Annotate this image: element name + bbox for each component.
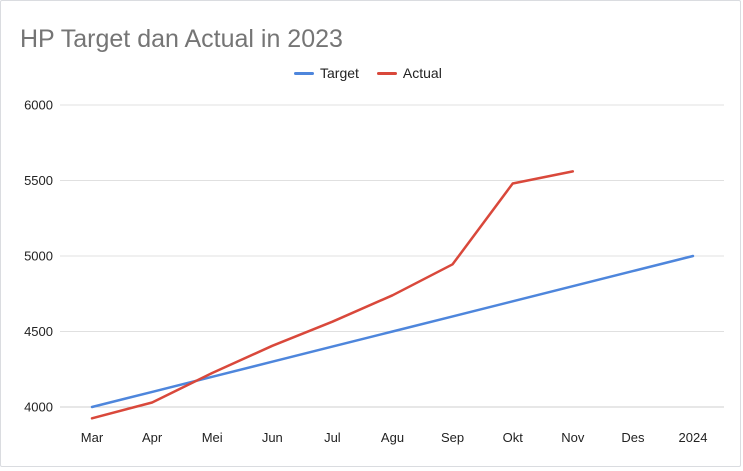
x-tick-label: 2024 [679, 430, 708, 445]
y-tick-label: 5500 [24, 173, 53, 188]
legend-label-actual: Actual [402, 65, 442, 81]
y-tick-label: 6000 [24, 98, 53, 113]
x-tick-label: Jun [262, 430, 283, 445]
legend-item-actual[interactable]: Actual [376, 65, 442, 81]
legend-swatch-target [294, 71, 314, 75]
legend-label-target: Target [320, 65, 359, 81]
y-tick-label: 5000 [24, 249, 53, 264]
chart-title: HP Target dan Actual in 2023 [20, 25, 343, 53]
x-tick-label: Jul [324, 430, 341, 445]
series-lines [90, 170, 695, 420]
x-tick-label: Agu [381, 430, 404, 445]
x-tick-label: Mar [81, 430, 104, 445]
legend-swatch-actual [376, 71, 397, 75]
x-tick-label: Sep [441, 430, 464, 445]
chart-legend: Target Actual [294, 65, 460, 81]
x-axis-ticks: Mar Apr Mei Jun Jul Agu Sep Okt Nov Des 2024 [81, 430, 708, 445]
x-tick-label: Des [621, 430, 645, 445]
gridlines [60, 104, 724, 408]
legend-item-target[interactable]: Target [294, 65, 359, 81]
x-tick-label: Mei [202, 430, 223, 445]
x-tick-label: Apr [142, 430, 163, 445]
y-axis-ticks: 4000 4500 5000 5500 6000 [24, 98, 53, 415]
y-tick-label: 4000 [24, 400, 53, 415]
x-tick-label: Okt [503, 430, 524, 445]
y-tick-label: 4500 [24, 324, 53, 339]
series-line-actual[interactable] [90, 170, 575, 420]
x-tick-label: Nov [561, 430, 585, 445]
